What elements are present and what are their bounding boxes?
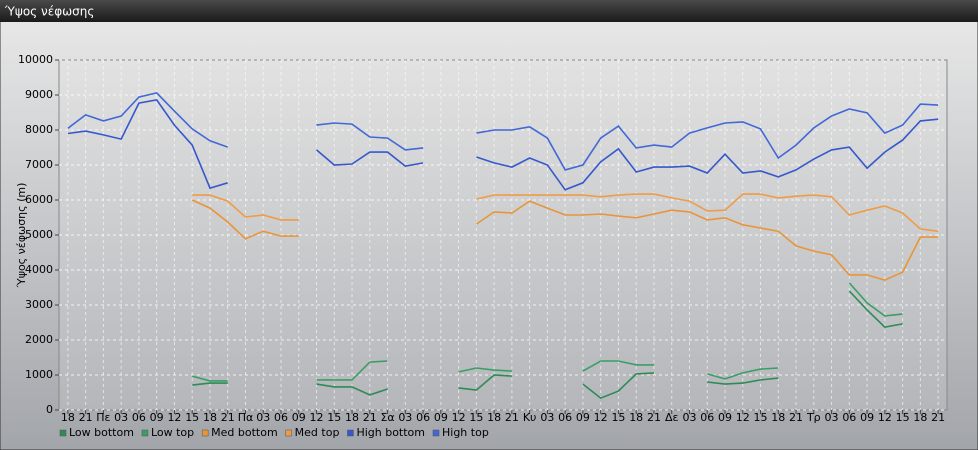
legend-label: High bottom (356, 426, 425, 439)
legend-swatch (347, 429, 354, 437)
x-tick-label: 12 (878, 411, 892, 424)
x-tick-label: 12 (167, 411, 181, 424)
x-tick-label: Δε (665, 411, 679, 424)
y-tick-label: 0 (46, 403, 53, 416)
series-line (192, 193, 939, 232)
x-tick-label: 09 (576, 411, 590, 424)
x-tick-label: 06 (132, 411, 146, 424)
x-tick-label: 18 (345, 411, 359, 424)
x-tick-label: Τρ (806, 411, 821, 424)
legend-label: Med top (295, 426, 340, 439)
x-tick-label: 06 (416, 411, 430, 424)
x-tick-label: 06 (558, 411, 572, 424)
series-line (191, 282, 903, 382)
series-line (191, 199, 939, 281)
x-tick-label: 06 (700, 411, 714, 424)
legend-swatch (201, 429, 209, 437)
x-tick-label: 21 (363, 411, 377, 424)
x-tick-label: 09 (434, 411, 448, 424)
x-tick-label: 21 (647, 411, 661, 424)
x-tick-label: 15 (469, 411, 483, 424)
x-tick-label: 03 (540, 411, 554, 424)
x-tick-label: 03 (114, 411, 128, 424)
y-tick-label: 2000 (25, 333, 53, 346)
x-tick-label: 21 (789, 411, 803, 424)
x-tick-label: Πα (238, 411, 254, 424)
legend-swatch (59, 429, 67, 437)
x-tick-label: 06 (842, 411, 856, 424)
x-tick-label: 15 (327, 411, 341, 424)
x-tick-label: 18 (61, 411, 75, 424)
x-tick-label: 06 (274, 411, 288, 424)
x-tick-label: 12 (452, 411, 466, 424)
x-tick-label: 21 (505, 411, 519, 424)
y-tick-label: 1000 (25, 368, 53, 381)
legend-swatch (141, 429, 149, 437)
x-tick-label: Σα (380, 411, 394, 424)
legend-label: High top (442, 426, 489, 439)
y-tick-label: 4000 (25, 263, 53, 276)
x-tick-label: 21 (221, 411, 235, 424)
x-tick-label: Πε (96, 411, 110, 424)
series-line (192, 290, 903, 400)
y-tick-label: 8000 (25, 123, 53, 136)
x-tick-label: 09 (860, 411, 874, 424)
x-tick-label: 12 (310, 411, 324, 424)
x-tick-label: 15 (896, 411, 910, 424)
chart: 0 1000 2000 3000 4000 5000 6000 7000 8000 9000 100… (18, 53, 947, 439)
title-bar (0, 0, 978, 22)
legend-swatch (285, 429, 292, 437)
x-tick-label: Κυ (523, 411, 537, 424)
x-tick-label: 03 (398, 411, 412, 424)
legend-label: Low top (151, 426, 194, 439)
series-line (67, 92, 939, 171)
y-axis-label: Ύψος νέφωσης (m) (15, 183, 28, 289)
window-title: Ύψος νέφωσης (4, 5, 94, 19)
x-tick-label: 12 (594, 411, 608, 424)
x-tick-label: 21 (79, 411, 93, 424)
x-tick-label: 18 (487, 411, 501, 424)
y-tick-label: 5000 (25, 228, 53, 241)
x-tick-label: 18 (629, 411, 643, 424)
series-line (67, 99, 939, 191)
x-tick-label: 03 (682, 411, 696, 424)
x-tick-label: 15 (185, 411, 199, 424)
y-tick-label: 3000 (25, 298, 53, 311)
x-tick-label: 09 (718, 411, 732, 424)
legend-swatch (432, 429, 440, 437)
y-tick-label: 7000 (25, 158, 53, 171)
legend-label: Med bottom (211, 426, 278, 439)
y-tick-label: 6000 (25, 193, 53, 206)
x-tick-label: 03 (825, 411, 839, 424)
x-tick-label: 21 (931, 411, 945, 424)
x-tick-label: 18 (203, 411, 217, 424)
x-tick-label: 12 (736, 411, 750, 424)
x-tick-label: 18 (771, 411, 785, 424)
x-tick-label: 15 (611, 411, 625, 424)
x-tick-label: 15 (754, 411, 768, 424)
y-tick-label: 9000 (25, 88, 53, 101)
x-tick-label: 03 (256, 411, 270, 424)
legend-label: Low bottom (69, 426, 134, 439)
x-tick-label: 18 (913, 411, 927, 424)
x-tick-label: 09 (292, 411, 306, 424)
x-tick-label: 09 (150, 411, 164, 424)
y-tick-label: 10000 (18, 53, 53, 66)
